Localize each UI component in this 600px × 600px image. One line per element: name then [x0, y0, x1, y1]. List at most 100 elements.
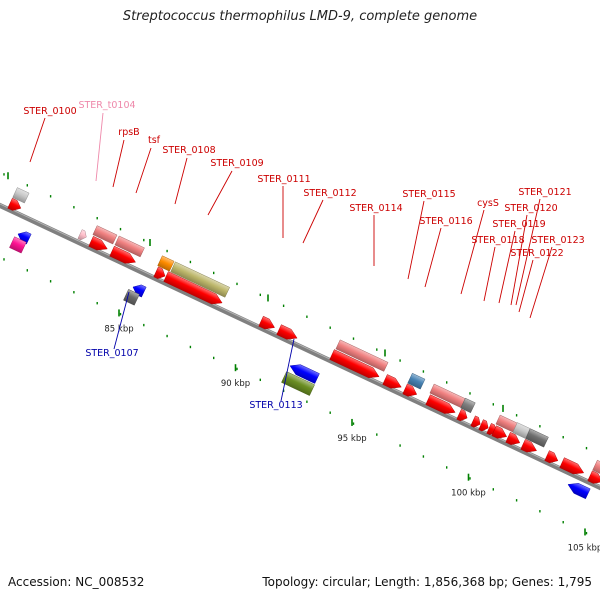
cds-forward-15-shape [491, 425, 507, 439]
trna-feature-shape [77, 229, 87, 241]
gene-forward-1 [114, 235, 145, 258]
gene-label: STER_0116 [419, 216, 472, 227]
gene-label: STER_0119 [492, 219, 545, 230]
gene-label: STER_0111 [257, 174, 310, 185]
leader-line-9 [407, 200, 425, 280]
accession-text: Accession: NC_008532 [8, 575, 145, 589]
cds-forward-13 [478, 419, 489, 432]
leader-line-12 [515, 198, 541, 306]
leader-line-5 [207, 170, 233, 216]
scale-tick-label: 105 kbp [568, 543, 600, 553]
cds-forward-13-shape [478, 419, 489, 432]
cds-forward-15 [491, 425, 507, 439]
gene-label: STER_0109 [210, 158, 263, 169]
cds-forward-2 [109, 245, 136, 264]
trna-feature [77, 229, 87, 241]
topology-text: Topology: circular; Length: 1,856,368 bp… [262, 575, 592, 589]
genome-backbone [0, 202, 600, 491]
cds-forward-17 [520, 439, 537, 453]
reverse-bar-1-shape [123, 289, 140, 306]
gene-label: STER_0122 [510, 248, 563, 259]
reverse-bar-2 [281, 371, 315, 396]
leader-line-2 [112, 139, 125, 188]
leader-line-19 [280, 338, 295, 402]
cds-forward-18-shape [544, 450, 559, 464]
cds-forward-0-shape [7, 197, 22, 211]
leader-line-14 [498, 230, 516, 304]
cds-forward-12-shape [470, 415, 481, 428]
gene-label: STER_0112 [303, 188, 356, 199]
misc-feature-0-shape [157, 255, 175, 272]
gene-label: cysS [477, 198, 499, 209]
cds-forward-16-shape [505, 432, 521, 445]
cds-forward-20 [587, 470, 600, 484]
gene-label: STER_0114 [349, 203, 402, 214]
cds-forward-8 [382, 374, 402, 389]
gene-label: STER_0120 [504, 203, 557, 214]
cds-forward-6 [276, 324, 298, 340]
reverse-feature-3 [567, 483, 591, 500]
gene-forward-1-shape [114, 235, 145, 258]
gene-label: tsf [148, 135, 161, 146]
cds-forward-1-shape [88, 236, 108, 251]
cds-forward-19-shape [559, 457, 585, 475]
cds-forward-11 [456, 408, 468, 422]
leader-line-15 [483, 246, 496, 302]
misc-feature-6 [525, 428, 549, 448]
leader-line-18 [113, 291, 130, 350]
cds-forward-0 [7, 197, 22, 211]
gene-label: STER_0108 [162, 145, 215, 156]
misc-feature-1 [170, 261, 230, 298]
misc-feature-3 [407, 372, 426, 390]
gene-label: STER_0115 [402, 189, 455, 200]
leader-line-17 [518, 259, 534, 313]
gene-forward-0-shape [92, 225, 118, 245]
leader-line-13 [510, 214, 528, 306]
misc-feature-2-shape [12, 187, 30, 204]
cds-forward-1 [88, 236, 108, 251]
gene-label: rpsB [118, 127, 139, 138]
misc-feature-1-shape [170, 261, 230, 298]
cds-forward-3-shape [153, 266, 166, 279]
misc-feature-7-shape [592, 459, 600, 474]
cds-forward-11-shape [456, 408, 468, 422]
gene-forward-0 [92, 225, 118, 245]
misc-feature-2 [12, 187, 30, 204]
cds-forward-19 [559, 457, 585, 475]
cds-forward-9-shape [402, 383, 418, 397]
reverse-feature-2-shape [289, 364, 320, 384]
scale-tick-label: 95 kbp [337, 434, 366, 444]
cds-forward-9 [402, 383, 418, 397]
cds-forward-4-shape [163, 271, 223, 305]
cds-forward-20-shape [587, 470, 600, 484]
misc-feature-0 [157, 255, 175, 272]
cds-forward-10 [425, 394, 456, 414]
leader-line-16 [529, 246, 553, 319]
cds-forward-7 [329, 349, 380, 379]
leader-line-11 [460, 209, 485, 295]
cds-forward-7-shape [329, 349, 380, 379]
reverse-bar-0 [9, 236, 27, 254]
cds-forward-8-shape [382, 374, 402, 389]
reverse-feature-2 [289, 364, 320, 384]
scale-tick-label: 90 kbp [221, 379, 250, 389]
cds-forward-3 [153, 266, 166, 279]
cds-forward-2-shape [109, 245, 136, 264]
cds-forward-17-shape [520, 439, 537, 453]
gene-forward-2-shape [335, 339, 389, 372]
cds-forward-5-shape [258, 315, 275, 330]
cds-forward-16 [505, 432, 521, 445]
cds-forward-6-shape [276, 324, 298, 340]
gene-label: STER_0118 [471, 235, 524, 246]
leader-line-1 [95, 112, 104, 182]
reverse-bar-0-shape [9, 236, 27, 254]
misc-feature-4-shape [460, 397, 476, 414]
reverse-bar-2-shape [281, 371, 315, 396]
leader-line-10 [424, 227, 442, 288]
map-title: Streptococcus thermophilus LMD-9, comple… [122, 9, 478, 24]
gene-forward-2 [335, 339, 389, 372]
reverse-feature-3-shape [567, 483, 591, 500]
misc-feature-5-shape [512, 422, 531, 439]
reverse-bar-1 [123, 289, 140, 306]
